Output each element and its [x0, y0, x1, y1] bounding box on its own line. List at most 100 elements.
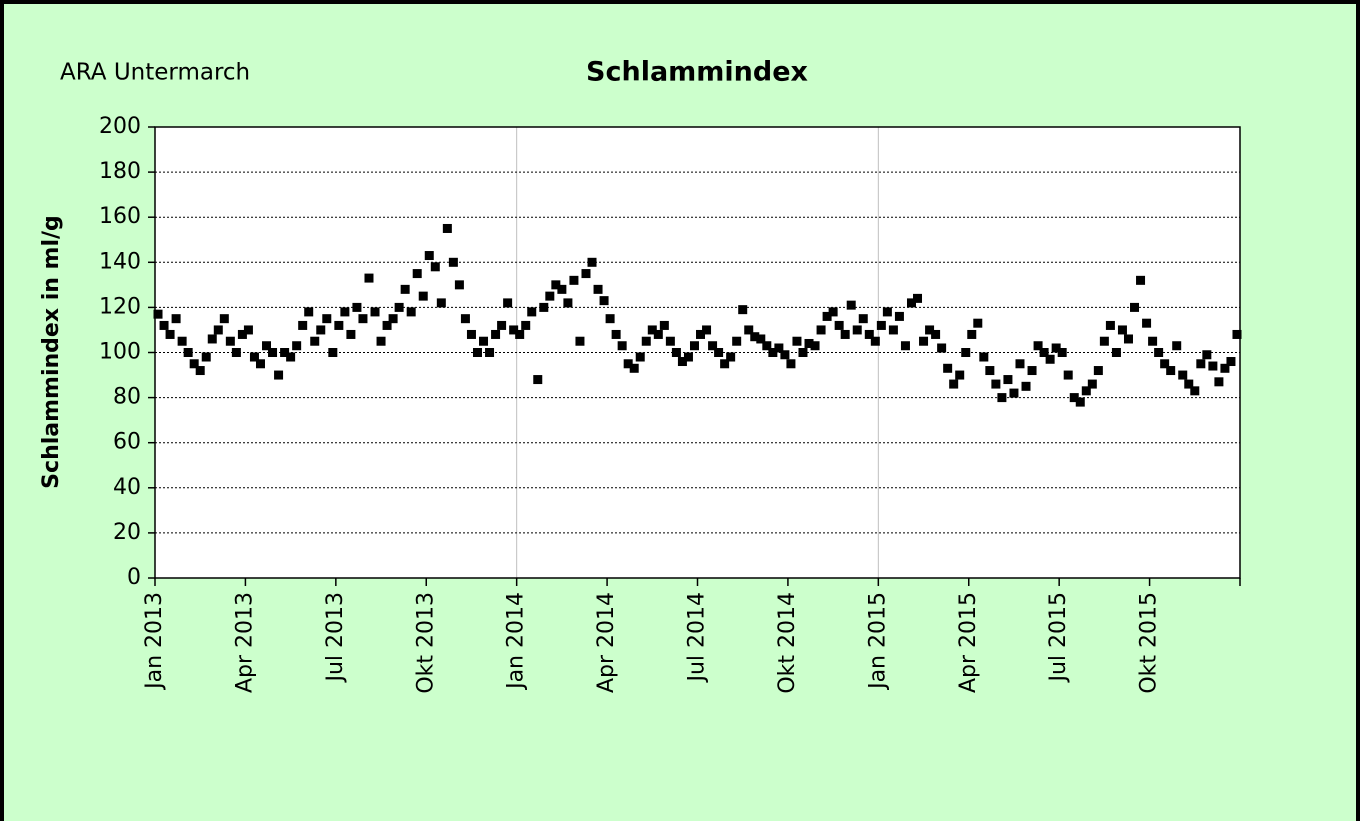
x-tick-label: Jul 2014 [685, 592, 710, 684]
data-point [400, 284, 410, 294]
data-point [1190, 386, 1200, 396]
data-point [581, 269, 591, 279]
data-point [605, 314, 615, 324]
data-point [629, 363, 639, 373]
data-point [1226, 357, 1236, 367]
x-tick-label: Apr 2014 [594, 592, 619, 693]
data-point [472, 348, 482, 357]
data-point [370, 307, 380, 317]
data-point [617, 341, 627, 351]
data-point [394, 302, 404, 312]
chart-subtitle: ARA Untermarch [60, 60, 250, 86]
data-point [515, 329, 525, 339]
data-point [1117, 325, 1127, 335]
data-point [822, 311, 832, 321]
y-tick-label: 160 [99, 204, 141, 229]
data-point [858, 314, 868, 324]
data-point [448, 257, 458, 267]
data-point [406, 307, 416, 317]
data-point [1142, 318, 1152, 328]
data-point [189, 359, 199, 369]
data-point [557, 284, 567, 294]
data-point [485, 348, 495, 357]
data-point [1123, 334, 1133, 344]
data-point [274, 370, 284, 380]
data-point [213, 325, 223, 335]
data-point [997, 393, 1007, 403]
data-point [973, 318, 983, 328]
data-point [906, 298, 916, 308]
data-point [412, 269, 422, 279]
data-point [780, 350, 790, 360]
data-point [1111, 348, 1121, 357]
data-point [804, 338, 814, 348]
data-point [750, 332, 760, 342]
data-point [243, 325, 253, 335]
data-point [569, 275, 579, 285]
data-point [1130, 302, 1140, 312]
data-point [466, 329, 476, 339]
x-tick-label: Jan 2013 [142, 592, 167, 691]
data-point [298, 320, 308, 330]
y-tick-label: 60 [113, 430, 141, 455]
data-point [1202, 350, 1212, 360]
data-point [454, 280, 464, 290]
data-point [870, 336, 880, 346]
y-tick-label: 140 [99, 249, 141, 274]
data-point [165, 329, 175, 339]
data-point [774, 343, 784, 353]
data-point [786, 359, 796, 369]
data-point [551, 280, 561, 290]
data-point [756, 334, 766, 344]
data-point [955, 370, 965, 380]
data-point [720, 359, 730, 369]
data-point [1166, 366, 1176, 376]
data-point [442, 223, 452, 233]
data-point [424, 251, 434, 261]
data-point [1039, 348, 1049, 357]
data-point [509, 325, 519, 335]
data-point [738, 305, 748, 315]
data-point [1027, 366, 1037, 376]
data-point [882, 307, 892, 317]
data-point [334, 320, 344, 330]
data-point [388, 314, 398, 324]
data-point [153, 309, 163, 319]
data-point [1087, 379, 1097, 389]
data-point [943, 363, 953, 373]
data-point [1136, 275, 1146, 285]
data-point [1009, 388, 1019, 398]
x-tick-label: Okt 2015 [1137, 592, 1162, 694]
data-point [1063, 370, 1073, 380]
data-point [346, 329, 356, 339]
data-point [1015, 359, 1025, 369]
data-point [207, 334, 217, 344]
y-tick-label: 200 [99, 114, 141, 139]
data-point [1148, 336, 1158, 346]
data-point [304, 307, 314, 317]
data-point [840, 329, 850, 339]
data-point [340, 307, 350, 317]
data-point [376, 336, 386, 346]
data-point [352, 302, 362, 312]
x-tick-label: Apr 2013 [232, 592, 257, 693]
data-point [249, 352, 259, 362]
plot-area [155, 127, 1240, 578]
data-point [430, 262, 440, 272]
data-point [792, 336, 802, 346]
data-point [913, 293, 923, 303]
data-point [641, 336, 651, 346]
y-tick-label: 100 [99, 340, 141, 365]
data-point [1178, 370, 1188, 380]
data-point [677, 357, 687, 367]
data-point [599, 296, 609, 306]
data-point [961, 348, 971, 357]
data-point [1045, 354, 1055, 364]
data-point [1214, 377, 1224, 387]
data-point [292, 341, 302, 351]
data-point [1081, 386, 1091, 396]
data-point [183, 348, 193, 357]
data-point [539, 302, 549, 312]
data-point [310, 336, 320, 346]
data-point [762, 341, 772, 351]
